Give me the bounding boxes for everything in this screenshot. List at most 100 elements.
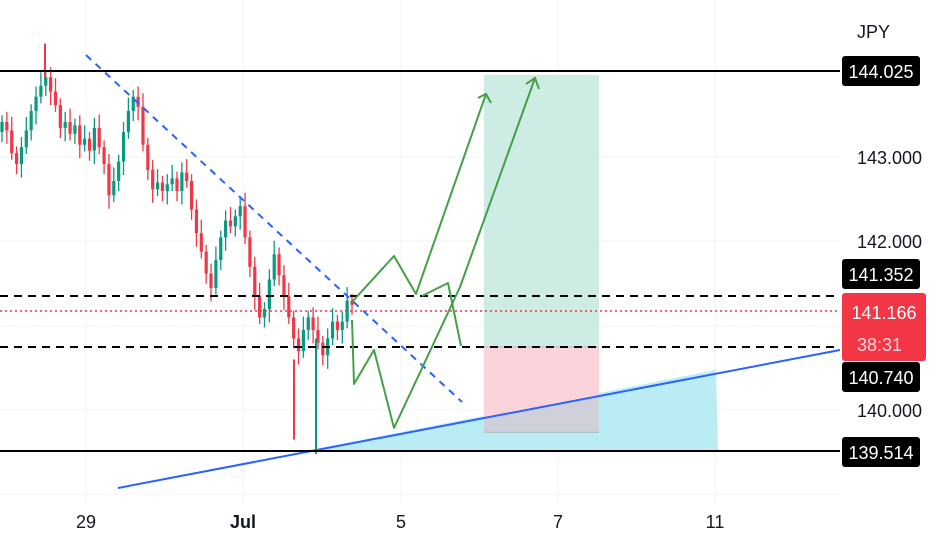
candle-body — [19, 147, 24, 165]
candle-body — [267, 279, 271, 309]
x-tick-29: 29 — [76, 512, 96, 532]
candle-body — [296, 338, 301, 352]
projection-path-1 — [351, 93, 487, 303]
candle-body — [73, 125, 77, 134]
bar-countdown-text: 38:31 — [857, 335, 902, 355]
candle-body — [253, 266, 257, 297]
candle-body — [219, 237, 223, 261]
candle-body — [151, 169, 155, 190]
candle-body — [248, 237, 252, 267]
current-price-badge[interactable]: 141.166 38:31 — [842, 293, 926, 361]
candle-body — [350, 300, 354, 305]
x-tick-11: 11 — [706, 512, 725, 532]
candle-body — [316, 330, 320, 343]
stop-zone-overlap — [484, 396, 599, 432]
current-price-text: 141.166 — [851, 303, 916, 323]
candle-body — [262, 308, 267, 318]
candle-body — [146, 144, 150, 170]
candle-body — [204, 251, 208, 274]
candle-body — [258, 296, 262, 318]
candle-body — [97, 127, 101, 148]
candle-body — [68, 121, 72, 134]
candle-body — [233, 216, 237, 227]
candle-body — [340, 321, 344, 331]
x-tick-7: 7 — [553, 512, 563, 532]
candle-body — [335, 321, 340, 331]
price-badge-141352-text: 141.352 — [848, 265, 913, 285]
take-profit-zone — [484, 75, 599, 346]
candle-body — [5, 121, 9, 131]
candle-body — [189, 180, 194, 210]
candle-body — [126, 111, 130, 133]
x-tick-jul: Jul — [230, 512, 256, 532]
candle-body — [209, 273, 213, 288]
projection-path-2 — [351, 77, 536, 429]
y-tick-143: 143.000 — [857, 148, 922, 168]
arrowhead-2 — [525, 76, 540, 90]
candle-body — [24, 130, 28, 148]
candle-body — [175, 178, 179, 192]
candle-body — [272, 254, 276, 280]
y-tick-labels: 143.000 142.000 140.000 — [857, 148, 922, 421]
y-tick-142: 142.000 — [857, 232, 922, 252]
candle-body — [44, 77, 48, 86]
price-badge-144025-text: 144.025 — [848, 62, 913, 82]
candle-body — [243, 206, 247, 238]
candle-body — [345, 300, 349, 322]
candle-body — [107, 164, 111, 196]
candle-body — [92, 127, 96, 151]
candle-body — [78, 125, 82, 145]
candle-body — [330, 321, 335, 339]
candle-body — [10, 130, 14, 154]
candle-body — [121, 132, 126, 162]
candle-body — [53, 91, 58, 106]
candle-body — [29, 111, 33, 131]
price-badge-139514[interactable]: 139.514 — [842, 437, 920, 467]
candle-body — [214, 260, 218, 288]
candle-body — [131, 96, 135, 112]
candle-body — [87, 138, 92, 151]
candle-body — [160, 182, 165, 192]
candle-body — [14, 153, 19, 165]
candle-body — [199, 233, 203, 252]
candle-body — [0, 121, 4, 133]
candle-body — [287, 296, 291, 318]
price-badge-144025[interactable]: 144.025 — [842, 56, 920, 86]
price-badge-140740[interactable]: 140.740 — [842, 362, 920, 392]
y-tick-140: 140.000 — [857, 401, 922, 421]
candle-body — [102, 147, 106, 165]
candle-body — [34, 96, 38, 112]
candle-body — [165, 184, 169, 192]
candle-body — [117, 161, 121, 181]
candle-body — [277, 254, 281, 276]
currency-label: JPY — [857, 22, 890, 42]
candle-body — [112, 180, 116, 196]
x-tick-5: 5 — [396, 512, 406, 532]
candle-body — [170, 178, 174, 185]
candle-body — [39, 85, 43, 97]
projection-arrowheads — [477, 76, 540, 104]
candle-body — [282, 275, 286, 297]
x-tick-labels: 29 Jul 5 7 11 — [76, 512, 724, 532]
candle-body — [238, 206, 242, 217]
projection-path-3 — [421, 282, 462, 347]
candle-body — [321, 342, 325, 356]
candle-body — [185, 172, 189, 181]
time-axis — [0, 505, 840, 550]
ascending-trendline — [117, 349, 841, 489]
candle-body — [228, 220, 233, 227]
candle-body — [63, 121, 67, 128]
arrowhead-1 — [477, 92, 492, 104]
price-badge-139514-text: 139.514 — [848, 443, 913, 463]
candle-body — [292, 317, 296, 339]
candle-body — [311, 317, 315, 331]
candle-body — [194, 209, 199, 234]
price-badge-141352[interactable]: 141.352 — [842, 259, 920, 289]
candle-body — [306, 317, 310, 331]
candle-body — [49, 77, 53, 92]
candle-body — [58, 105, 62, 128]
price-badge-140740-text: 140.740 — [848, 368, 913, 388]
projection-paths — [351, 77, 536, 429]
candle-body — [180, 172, 184, 192]
candle-body — [224, 220, 228, 238]
